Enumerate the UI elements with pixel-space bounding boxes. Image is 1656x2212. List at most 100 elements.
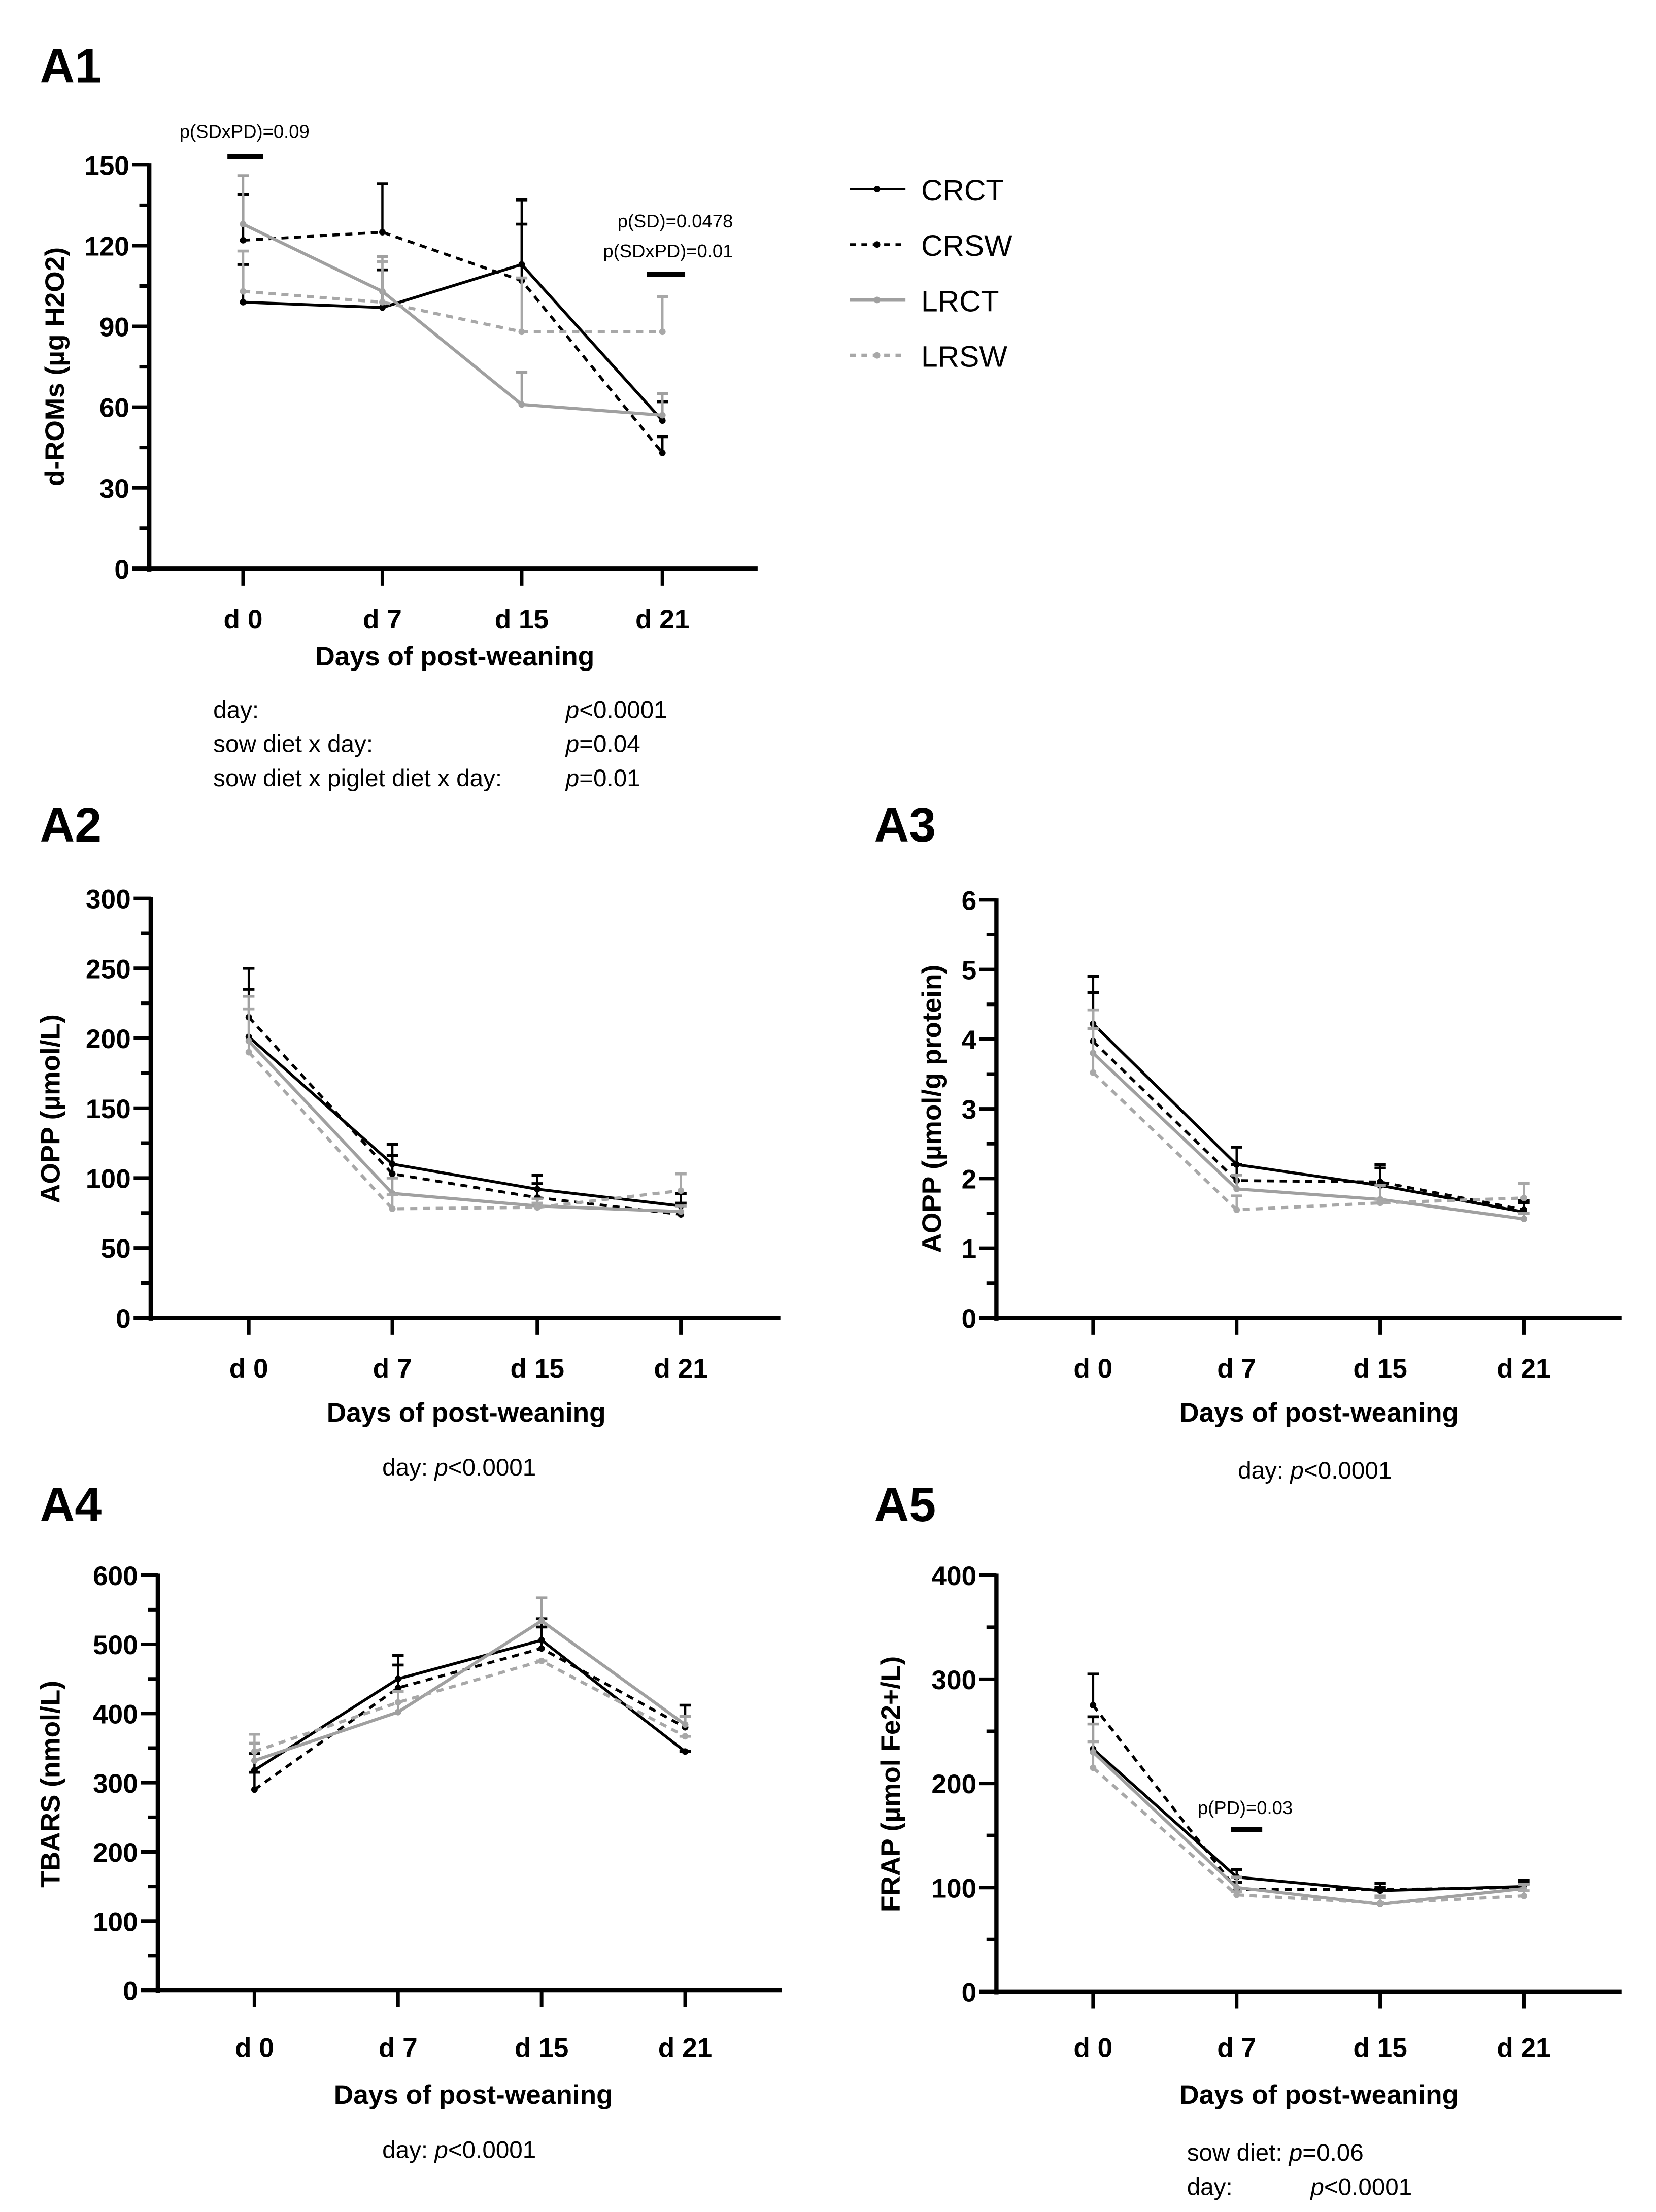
stat-value: <0.0001 xyxy=(579,696,667,723)
x-tick-label: d 15 xyxy=(495,605,549,634)
series-LRSW xyxy=(237,249,668,336)
stat-space xyxy=(428,2137,434,2164)
x-axis-title: Days of post-weaning xyxy=(315,642,594,672)
legend: CRCT CRSW LRCT LRSW xyxy=(850,174,1012,374)
data-point xyxy=(659,449,666,456)
series-LRSW xyxy=(249,1657,691,1755)
significance-annotation: p(SD)=0.0478 xyxy=(618,211,733,231)
data-point xyxy=(538,1645,545,1652)
x-tick-label: d 21 xyxy=(654,1354,707,1384)
series-CRCT xyxy=(249,1617,691,1774)
stat-line: day: p<0.0001 xyxy=(1238,1457,1392,1484)
stat-line: day: p<0.0001 xyxy=(382,1454,536,1481)
panel-A1: A1 0 30 60 90 120 150 d 0 d 7 d 15 d 21 Days of pos… xyxy=(40,39,758,792)
data-point xyxy=(379,229,386,236)
legend-item-LRSW: LRSW xyxy=(850,341,1007,374)
stat-p: p xyxy=(565,765,579,792)
y-tick-label: 4 xyxy=(962,1025,977,1055)
y-tick-label: 2 xyxy=(962,1164,977,1194)
data-point xyxy=(1233,1891,1240,1898)
y-tick-label: 3 xyxy=(962,1095,977,1125)
y-tick-label: 5 xyxy=(962,956,977,986)
y-tick-label: 100 xyxy=(86,1164,131,1194)
stat-p: p xyxy=(565,731,579,758)
x-tick-label: d 7 xyxy=(1217,1354,1256,1384)
x-tick-label: d 7 xyxy=(363,605,402,634)
legend-label: LRSW xyxy=(921,341,1007,374)
legend-label: CRSW xyxy=(921,229,1012,262)
series-LRSW xyxy=(1087,1008,1530,1214)
stat-label: day: xyxy=(213,696,259,723)
series-line xyxy=(248,1035,681,1208)
stat-label: day: xyxy=(382,2137,428,2164)
y-tick-label: 400 xyxy=(931,1561,976,1591)
data-point xyxy=(1377,1199,1384,1206)
stat-line: day: p<0.0001 xyxy=(1187,2173,1412,2200)
significance-annotation: p(PD)=0.03 xyxy=(1198,1797,1293,1818)
legend-label: LRCT xyxy=(921,285,999,318)
panel-label: A4 xyxy=(40,1478,102,1532)
x-tick-label: d 7 xyxy=(379,2033,418,2063)
series-CRCT xyxy=(1087,1715,1530,1894)
x-tick-label: d 0 xyxy=(224,605,263,634)
data-point xyxy=(538,1657,545,1664)
data-point xyxy=(682,1721,689,1728)
y-tick-label: 120 xyxy=(84,232,129,262)
legend-label: CRCT xyxy=(921,174,1004,207)
y-tick-label: 0 xyxy=(123,1976,138,2006)
y-tick-label: 0 xyxy=(962,1978,977,2007)
y-tick-label: 300 xyxy=(931,1665,976,1695)
series-line xyxy=(254,1619,686,1762)
stat-line: sow diet: p=0.06 xyxy=(1187,2139,1364,2166)
y-tick-label: 150 xyxy=(84,151,129,181)
data-point xyxy=(379,304,386,311)
data-point xyxy=(1090,1069,1097,1076)
stat-label: sow diet x day: xyxy=(213,731,373,758)
series-line xyxy=(243,262,664,422)
stat-label: day: xyxy=(382,1454,428,1481)
series-LRCT xyxy=(1087,1722,1530,1907)
data-point xyxy=(1377,1900,1384,1906)
x-tick-label: d 0 xyxy=(1073,2033,1112,2063)
y-axis-title: AOPP (µmol/g protein) xyxy=(917,965,947,1253)
series-CRCT xyxy=(1087,975,1530,1216)
stat-value: <0.0001 xyxy=(448,2137,536,2164)
x-tick-label: d 7 xyxy=(1217,2033,1256,2063)
stat-value: <0.0001 xyxy=(448,1454,536,1481)
y-tick-label: 250 xyxy=(86,954,131,984)
x-axis-title: Days of post-weaning xyxy=(1179,1398,1459,1428)
series-LRCT xyxy=(243,995,687,1215)
data-point xyxy=(659,328,666,336)
stat-line: sow diet x day: p=0.04 xyxy=(213,731,640,758)
data-point xyxy=(394,1708,401,1716)
data-point xyxy=(251,1748,258,1755)
panel-label: A2 xyxy=(40,798,102,852)
x-tick-label: d 0 xyxy=(235,2033,274,2063)
x-axis-title: Days of post-weaning xyxy=(334,2080,613,2110)
x-tick-label: d 21 xyxy=(635,605,689,634)
stat-label: sow diet: xyxy=(1187,2139,1282,2166)
panel-A5: A5 0 100 200 300 400 d 0 d 7 d 15 d 21 Days of pos… xyxy=(874,1478,1622,2200)
significance-annotation: p(SDxPD)=0.01 xyxy=(603,241,733,261)
series-line xyxy=(1092,1748,1524,1892)
stat-space xyxy=(1283,1457,1290,1484)
series-LRSW xyxy=(243,1007,687,1212)
series-line xyxy=(243,290,663,333)
stat-line: day: p<0.0001 xyxy=(382,2137,536,2164)
series-CRSW xyxy=(1087,1672,1530,1893)
y-axis-title: AOPP (µmol/L) xyxy=(36,1014,66,1203)
data-point xyxy=(534,1204,541,1211)
data-point xyxy=(1377,1179,1384,1186)
y-tick-label: 400 xyxy=(93,1699,138,1729)
data-point xyxy=(240,288,247,295)
x-axis-title: Days of post-weaning xyxy=(1179,2080,1459,2110)
stat-value: =0.06 xyxy=(1302,2139,1363,2166)
series-LRCT xyxy=(1087,1027,1530,1222)
y-tick-label: 100 xyxy=(93,1907,138,1937)
legend-item-LRCT: LRCT xyxy=(850,285,999,318)
panel-label: A1 xyxy=(40,39,102,93)
x-tick-label: d 15 xyxy=(511,1354,564,1384)
y-tick-label: 200 xyxy=(931,1769,976,1799)
data-point xyxy=(245,1049,252,1056)
data-point xyxy=(682,1733,689,1740)
